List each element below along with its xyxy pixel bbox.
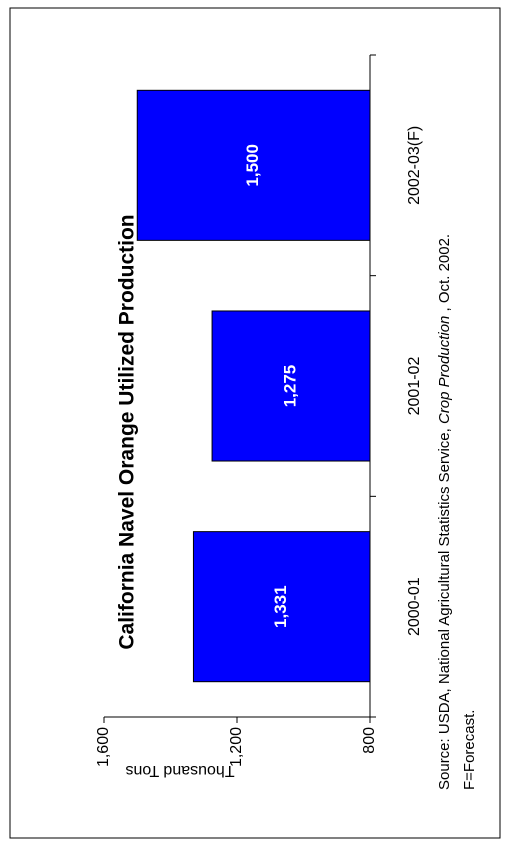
bar: [136, 89, 371, 241]
y-tick-label: 800: [361, 727, 378, 754]
bar: [211, 310, 371, 462]
y-axis-label: Thousand Tons: [125, 762, 234, 779]
x-tick-label: 2001-02: [406, 357, 423, 416]
chart-title: California Navel Orange Utilized Product…: [116, 214, 139, 649]
y-tick-label: 1,200: [228, 727, 245, 767]
value-label: 1,500: [243, 144, 262, 187]
source-part: Source: USDA, National Agricultural Stat…: [436, 424, 453, 790]
source-part: , Oct. 2002.: [436, 234, 453, 316]
x-tick-label: 2000-01: [406, 577, 423, 636]
y-tick-label: 1,600: [95, 727, 112, 767]
note: F=Forecast.: [461, 710, 478, 790]
x-tick-label: 2002-03(F): [406, 126, 423, 205]
value-label: 1,331: [271, 585, 290, 628]
source-part: Crop Production: [436, 316, 453, 424]
frame: [9, 7, 501, 839]
rotated-chart: California Navel Orange Utilized Product…: [95, 54, 478, 790]
bar: [192, 531, 371, 683]
value-label: 1,275: [281, 365, 300, 408]
source: Source: USDA, National Agricultural Stat…: [436, 234, 453, 790]
